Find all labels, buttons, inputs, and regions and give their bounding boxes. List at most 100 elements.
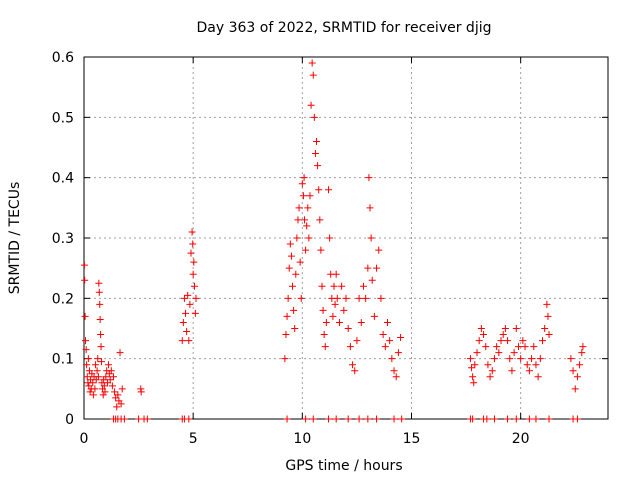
data-point <box>307 101 315 109</box>
data-point <box>366 204 374 212</box>
y-tick-label: 0 <box>65 412 74 428</box>
data-point <box>309 415 317 423</box>
data-point <box>477 325 485 332</box>
data-point <box>349 361 357 369</box>
data-point <box>532 415 540 423</box>
data-point <box>294 216 302 224</box>
data-point <box>344 415 352 423</box>
data-point <box>338 282 346 290</box>
data-point <box>331 300 339 308</box>
data-point <box>283 415 291 423</box>
data-point <box>91 385 99 393</box>
data-point <box>473 349 481 357</box>
data-point <box>377 294 385 302</box>
data-point <box>355 294 363 302</box>
data-point <box>322 318 330 326</box>
data-point <box>303 222 311 230</box>
data-point <box>519 337 527 345</box>
data-point <box>332 270 340 278</box>
data-point <box>346 343 354 351</box>
data-point <box>316 216 324 224</box>
data-point <box>379 331 387 339</box>
data-point <box>512 415 520 423</box>
data-point <box>332 415 340 423</box>
data-point <box>291 325 299 332</box>
data-point <box>480 331 488 339</box>
data-point <box>573 373 581 381</box>
data-point <box>180 294 188 302</box>
data-point <box>104 361 112 369</box>
data-point <box>188 228 196 236</box>
data-point <box>368 276 376 284</box>
data-point <box>178 337 186 345</box>
data-point <box>373 264 381 272</box>
data-point <box>309 71 317 79</box>
data-point <box>484 361 492 369</box>
data-point <box>287 252 295 260</box>
data-point <box>117 400 125 408</box>
data-point <box>504 337 512 345</box>
data-point <box>189 270 197 278</box>
data-point <box>96 300 104 308</box>
data-point <box>93 367 101 375</box>
y-tick-label: 0.2 <box>52 291 74 307</box>
data-point <box>143 415 151 423</box>
data-point <box>470 379 478 387</box>
data-point <box>306 192 314 200</box>
x-tick-label: 10 <box>293 431 311 447</box>
data-point <box>340 306 348 314</box>
data-point <box>95 279 103 287</box>
data-point <box>311 150 319 158</box>
data-point <box>289 282 297 290</box>
y-tick-label: 0.4 <box>52 171 74 187</box>
data-point <box>381 343 389 351</box>
data-point <box>282 331 290 339</box>
data-point <box>490 415 498 423</box>
data-point <box>111 388 119 396</box>
data-point <box>83 373 91 381</box>
data-point <box>545 331 553 339</box>
data-point <box>536 355 544 363</box>
data-point <box>545 415 553 423</box>
data-point <box>286 240 294 248</box>
data-point <box>397 334 405 342</box>
data-point <box>94 373 102 381</box>
data-point <box>99 391 107 399</box>
data-point <box>82 337 90 345</box>
data-point <box>189 240 197 248</box>
data-point <box>302 415 310 423</box>
data-point <box>528 355 536 363</box>
data-point <box>109 373 117 381</box>
data-point <box>107 367 115 375</box>
y-tick-label: 0.6 <box>52 50 74 66</box>
data-point <box>579 343 587 351</box>
data-point <box>475 337 483 345</box>
data-point <box>310 113 318 121</box>
data-point <box>284 294 292 302</box>
data-point <box>390 415 398 423</box>
data-point <box>81 276 89 284</box>
data-point <box>344 325 352 332</box>
data-point <box>298 180 306 188</box>
data-point <box>468 364 476 372</box>
data-point <box>488 367 496 375</box>
data-point <box>300 174 308 182</box>
data-point <box>383 318 391 326</box>
data-point <box>292 270 300 278</box>
data-point <box>102 373 110 381</box>
data-point <box>299 192 307 200</box>
data-point <box>86 388 94 396</box>
data-point <box>517 355 525 363</box>
y-tick-label: 0.1 <box>52 352 74 368</box>
data-point <box>113 403 121 411</box>
data-point <box>97 358 105 366</box>
data-point <box>302 246 310 254</box>
data-point <box>357 318 365 326</box>
data-point <box>359 282 367 290</box>
data-points <box>80 59 587 423</box>
data-point <box>373 415 381 423</box>
data-point <box>92 361 100 369</box>
data-point <box>351 367 359 375</box>
data-point <box>137 388 145 396</box>
